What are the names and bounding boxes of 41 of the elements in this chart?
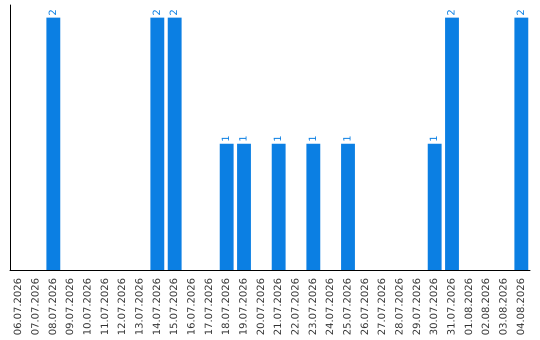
- x-tick-label: 19.07.2026: [238, 278, 250, 336]
- x-tick-label: 27.07.2026: [377, 278, 388, 336]
- x-tick-label: 30.07.2026: [429, 278, 440, 336]
- x-tick-label: 13.07.2026: [134, 278, 146, 336]
- x-tick-label: 15.07.2026: [169, 278, 180, 336]
- x-tick-label: 21.07.2026: [273, 278, 284, 336]
- x-tick-label: 06.07.2026: [13, 278, 24, 336]
- data-label: 1: [342, 135, 354, 142]
- data-label: 1: [238, 135, 250, 142]
- data-label: 1: [273, 135, 284, 142]
- x-tick-label: 14.07.2026: [152, 278, 163, 336]
- x-tick-label: 16.07.2026: [186, 278, 198, 336]
- x-tick-label: 26.07.2026: [360, 278, 371, 336]
- x-tick-label: 18.07.2026: [221, 278, 232, 336]
- x-tick-label: 25.07.2026: [342, 278, 354, 336]
- x-tick-label: 28.07.2026: [394, 278, 406, 336]
- x-tick-label: 02.08.2026: [481, 278, 492, 336]
- x-tick-label: 07.07.2026: [30, 278, 42, 336]
- x-tick-label: 12.07.2026: [117, 278, 128, 336]
- x-tick-label: 09.07.2026: [65, 278, 76, 336]
- x-tick-label: 23.07.2026: [308, 278, 319, 336]
- x-tick-label: 03.08.2026: [498, 278, 510, 336]
- x-tick-label: 01.08.2026: [464, 278, 475, 336]
- data-label: 1: [429, 135, 440, 142]
- data-label: 1: [308, 135, 319, 142]
- data-label: 2: [446, 9, 458, 16]
- x-tick-label: 29.07.2026: [412, 278, 423, 336]
- x-tick-label: 17.07.2026: [204, 278, 215, 336]
- x-tick-label: 11.07.2026: [100, 278, 111, 336]
- x-tick-label: 22.07.2026: [290, 278, 302, 336]
- data-label: 2: [516, 9, 527, 16]
- data-label: 2: [152, 9, 163, 16]
- x-tick-label: 04.08.2026: [516, 278, 527, 336]
- data-label: 2: [48, 9, 59, 16]
- data-label: 1: [221, 135, 232, 142]
- x-tick-label: 20.07.2026: [256, 278, 267, 336]
- x-tick-label: 31.07.2026: [446, 278, 458, 336]
- x-tick-label: 24.07.2026: [325, 278, 336, 336]
- x-tick-label: 08.07.2026: [48, 278, 59, 336]
- data-label: 2: [169, 9, 180, 16]
- x-tick-label: 10.07.2026: [82, 278, 94, 336]
